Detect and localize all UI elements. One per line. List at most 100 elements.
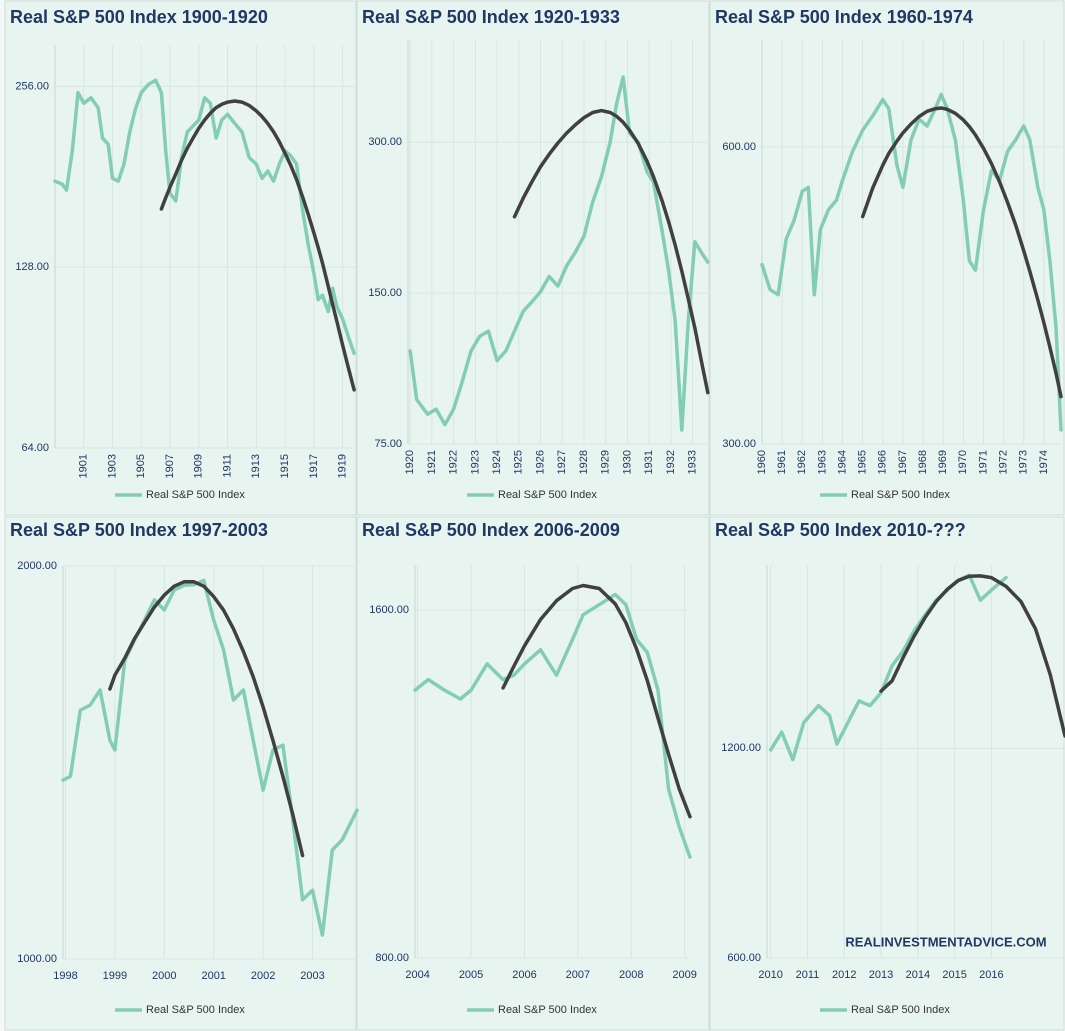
x-tick-label: 2014 xyxy=(906,969,930,981)
x-tick-label: 2013 xyxy=(869,969,893,981)
x-tick-label: 1927 xyxy=(556,450,568,474)
x-tick-label: 1966 xyxy=(877,450,889,474)
x-tick-label: 1960 xyxy=(756,450,768,474)
y-tick-label: 1000.00 xyxy=(17,953,57,965)
x-tick-label: 1963 xyxy=(816,450,828,474)
y-tick-label: 600.00 xyxy=(727,952,761,964)
x-tick-label: 1917 xyxy=(308,454,320,478)
x-tick-label: 2004 xyxy=(405,969,429,981)
legend-label: Real S&P 500 Index xyxy=(851,1004,950,1016)
x-tick-label: 1973 xyxy=(1018,450,1030,474)
y-tick-label: 150.00 xyxy=(368,287,402,299)
trend-line xyxy=(159,99,356,392)
x-tick-label: 2012 xyxy=(832,969,856,981)
x-tick-label: 1921 xyxy=(426,450,438,474)
chart-title: Real S&P 500 Index 2006-2009 xyxy=(362,520,620,540)
x-tick-label: 2000 xyxy=(152,970,176,982)
x-tick-label: 1933 xyxy=(687,450,699,474)
x-tick-label: 1970 xyxy=(957,450,969,474)
y-tick-label: 600.00 xyxy=(722,141,756,153)
x-tick-label: 1929 xyxy=(600,450,612,474)
x-tick-label: 2011 xyxy=(796,969,820,981)
y-tick-label: 75.00 xyxy=(374,438,402,450)
x-tick-label: 1915 xyxy=(279,454,291,478)
series-line xyxy=(61,578,359,937)
watermark: REALINVESTMENTADVICE.COM xyxy=(845,934,1046,949)
y-tick-label: 256.00 xyxy=(15,80,49,92)
trend-line xyxy=(860,106,1063,399)
y-tick-label: 2000.00 xyxy=(17,560,57,572)
legend-label: Real S&P 500 Index xyxy=(146,1004,245,1016)
x-tick-label: 1998 xyxy=(53,970,77,982)
x-tick-label: 1922 xyxy=(448,450,460,474)
series-line xyxy=(53,78,356,356)
x-tick-label: 1999 xyxy=(103,970,127,982)
x-tick-label: 1903 xyxy=(106,454,118,478)
x-tick-label: 2003 xyxy=(300,970,324,982)
trend-line xyxy=(512,108,710,395)
y-tick-label: 1600.00 xyxy=(369,604,409,616)
chart-title: Real S&P 500 Index 1900-1920 xyxy=(10,7,268,27)
x-tick-label: 1930 xyxy=(621,450,633,474)
x-tick-label: 2010 xyxy=(758,969,782,981)
x-tick-label: 1926 xyxy=(534,450,546,474)
x-tick-label: 2002 xyxy=(251,970,275,982)
x-tick-label: 1913 xyxy=(250,454,262,478)
panel xyxy=(4,0,357,516)
series-line xyxy=(408,75,710,432)
x-tick-label: 1932 xyxy=(665,450,677,474)
x-tick-label: 1919 xyxy=(337,454,349,478)
legend-label: Real S&P 500 Index xyxy=(498,489,597,501)
x-tick-label: 1961 xyxy=(776,450,788,474)
x-tick-label: 1911 xyxy=(221,454,233,478)
x-tick-label: 1928 xyxy=(578,450,590,474)
panel xyxy=(356,516,710,1031)
y-tick-label: 800.00 xyxy=(375,952,409,964)
x-tick-label: 2006 xyxy=(512,969,536,981)
y-tick-label: 300.00 xyxy=(368,136,402,148)
series-line xyxy=(760,92,1063,432)
x-tick-label: 1965 xyxy=(857,450,869,474)
legend-label: Real S&P 500 Index xyxy=(498,1004,597,1016)
trend-line xyxy=(879,574,1065,738)
x-tick-label: 1901 xyxy=(78,454,90,478)
panel xyxy=(709,516,1065,1031)
x-tick-label: 1925 xyxy=(513,450,525,474)
trend-line xyxy=(501,583,692,819)
y-tick-label: 128.00 xyxy=(15,261,49,273)
chart-title: Real S&P 500 Index 1960-1974 xyxy=(715,7,973,27)
x-tick-label: 1924 xyxy=(491,450,503,474)
trend-line xyxy=(108,580,305,858)
panel xyxy=(356,0,710,516)
x-tick-label: 1967 xyxy=(897,450,909,474)
x-tick-label: 1962 xyxy=(796,450,808,474)
x-tick-label: 2001 xyxy=(201,970,225,982)
legend-label: Real S&P 500 Index xyxy=(146,489,245,501)
x-tick-label: 1969 xyxy=(937,450,949,474)
x-tick-label: 1920 xyxy=(404,450,416,474)
series-line xyxy=(413,592,692,859)
x-tick-label: 2016 xyxy=(979,969,1003,981)
x-tick-label: 2008 xyxy=(619,969,643,981)
chart-title: Real S&P 500 Index 1920-1933 xyxy=(362,7,620,27)
x-tick-label: 2007 xyxy=(566,969,590,981)
x-tick-label: 1905 xyxy=(135,454,147,478)
legend-label: Real S&P 500 Index xyxy=(851,489,950,501)
panel xyxy=(709,0,1065,516)
x-tick-label: 2009 xyxy=(672,969,696,981)
x-tick-label: 2015 xyxy=(942,969,966,981)
x-tick-label: 1964 xyxy=(836,450,848,474)
x-tick-label: 2005 xyxy=(459,969,483,981)
x-tick-label: 1907 xyxy=(164,454,176,478)
x-tick-label: 1923 xyxy=(469,450,481,474)
y-tick-label: 300.00 xyxy=(722,438,756,450)
chart-title: Real S&P 500 Index 2010-??? xyxy=(715,520,966,540)
x-tick-label: 1974 xyxy=(1038,450,1050,474)
x-tick-label: 1971 xyxy=(977,450,989,474)
chart-title: Real S&P 500 Index 1997-2003 xyxy=(10,520,268,540)
y-tick-label: 1200.00 xyxy=(721,742,761,754)
panel xyxy=(4,516,357,1031)
x-tick-label: 1972 xyxy=(998,450,1010,474)
x-tick-label: 1931 xyxy=(643,450,655,474)
